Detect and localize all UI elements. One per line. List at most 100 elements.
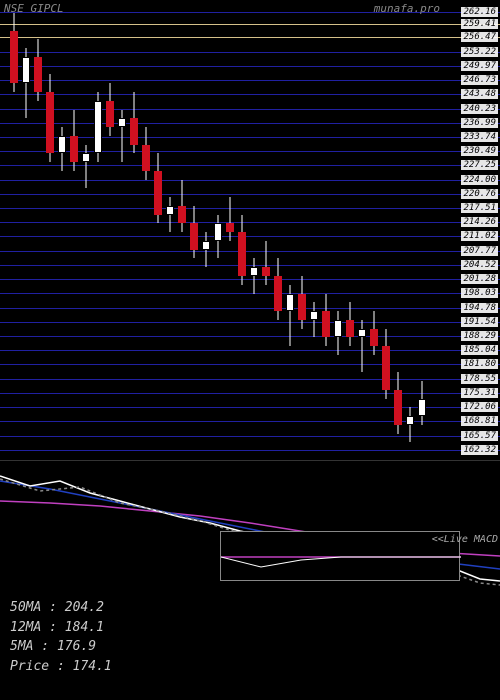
candle <box>226 197 234 241</box>
price-level-label: 246.73 <box>461 75 498 85</box>
candle <box>346 302 354 346</box>
price-level-line <box>0 66 500 67</box>
price-level-label: 181.80 <box>461 359 498 369</box>
price-level-line <box>0 52 500 53</box>
candle <box>46 74 54 162</box>
stats-panel: 50MA : 204.212MA : 184.15MA : 176.9Price… <box>0 590 500 700</box>
candle <box>202 232 210 267</box>
price-level-label: 256.47 <box>461 32 498 42</box>
price-level-line <box>0 293 500 294</box>
price-level-label: 168.81 <box>461 416 498 426</box>
candle <box>274 258 282 319</box>
price-level-line <box>0 222 500 223</box>
price-level-line <box>0 308 500 309</box>
price-level-label: 227.25 <box>461 160 498 170</box>
candle <box>10 13 18 92</box>
price-level-label: 230.49 <box>461 146 498 156</box>
source-label: munafa.pro <box>374 2 440 15</box>
candle <box>394 372 402 433</box>
candle <box>22 48 30 118</box>
price-level-label: 233.74 <box>461 132 498 142</box>
candle <box>322 294 330 347</box>
price-level-label: 172.06 <box>461 402 498 412</box>
price-level-label: 198.03 <box>461 288 498 298</box>
price-level-line <box>0 94 500 95</box>
price-level-line <box>0 80 500 81</box>
price-level-line <box>0 208 500 209</box>
price-level-label: 191.54 <box>461 317 498 327</box>
price-level-label: 207.77 <box>461 246 498 256</box>
candle <box>166 197 174 232</box>
price-level-line <box>0 236 500 237</box>
price-level-label: 220.76 <box>461 189 498 199</box>
stat-row: 5MA : 176.9 <box>10 637 490 657</box>
price-level-label: 214.26 <box>461 217 498 227</box>
candle <box>106 83 114 136</box>
price-level-line <box>0 180 500 181</box>
price-level-line <box>0 350 500 351</box>
stat-row: Price : 174.1 <box>10 657 490 677</box>
price-level-line <box>0 322 500 323</box>
price-level-label: 188.29 <box>461 331 498 341</box>
price-level-label: 162.32 <box>461 445 498 455</box>
price-level-line <box>0 24 500 25</box>
price-level-label: 185.04 <box>461 345 498 355</box>
candle <box>142 127 150 180</box>
price-level-label: 165.57 <box>461 431 498 441</box>
price-level-line <box>0 37 500 38</box>
candle <box>262 241 270 285</box>
price-level-label: 259.41 <box>461 19 498 29</box>
candle <box>370 311 378 355</box>
candle <box>94 92 102 162</box>
candle <box>82 145 90 189</box>
price-level-label: 243.48 <box>461 89 498 99</box>
price-level-label: 262.16 <box>461 7 498 17</box>
price-level-line <box>0 450 500 451</box>
candle <box>238 215 246 285</box>
price-level-label: 253.22 <box>461 47 498 57</box>
candle <box>418 381 426 425</box>
macd-inset <box>220 531 460 581</box>
price-level-line <box>0 336 500 337</box>
candle <box>34 39 42 100</box>
candle <box>382 329 390 399</box>
price-level-label: 194.78 <box>461 303 498 313</box>
candlestick-chart: NSE GIPCL munafa.pro 262.16 259.41 256.47 2… <box>0 0 500 460</box>
candle <box>406 407 414 442</box>
price-level-label: 175.31 <box>461 388 498 398</box>
candle <box>286 285 294 346</box>
price-level-label: 217.51 <box>461 203 498 213</box>
candle <box>214 215 222 259</box>
price-level-label: 224.00 <box>461 175 498 185</box>
candle <box>70 110 78 171</box>
price-level-label: 201.28 <box>461 274 498 284</box>
candle <box>358 320 366 373</box>
price-level-label: 204.52 <box>461 260 498 270</box>
macd-line <box>221 557 461 567</box>
candle <box>190 206 198 259</box>
price-level-line <box>0 364 500 365</box>
candle <box>250 258 258 293</box>
indicator-panel: <<Live MACD <box>0 460 500 590</box>
price-level-label: 236.99 <box>461 118 498 128</box>
price-level-line <box>0 436 500 437</box>
candle <box>310 302 318 337</box>
price-level-label: 249.97 <box>461 61 498 71</box>
price-level-label: 240.23 <box>461 104 498 114</box>
price-level-label: 211.02 <box>461 231 498 241</box>
price-level-line <box>0 379 500 380</box>
candle <box>130 92 138 153</box>
ticker-label: NSE GIPCL <box>4 2 64 15</box>
candle <box>58 127 66 171</box>
candle <box>118 110 126 163</box>
stat-row: 12MA : 184.1 <box>10 618 490 638</box>
candle <box>178 180 186 233</box>
candle <box>154 153 162 223</box>
macd-label: <<Live MACD <box>432 534 498 545</box>
stat-row: 50MA : 204.2 <box>10 598 490 618</box>
candle <box>334 311 342 355</box>
price-level-label: 178.55 <box>461 374 498 384</box>
price-level-line <box>0 194 500 195</box>
candle <box>298 276 306 329</box>
price-level-line <box>0 251 500 252</box>
